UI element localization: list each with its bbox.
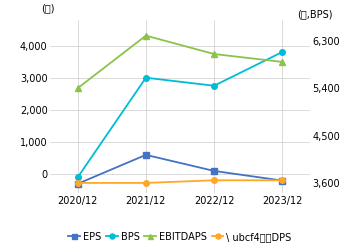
\ ubcf4통주DPS <box>212 179 216 182</box>
BPS <box>76 176 80 179</box>
BPS <box>144 76 148 79</box>
\ ubcf4통주DPS <box>76 182 80 185</box>
Line: EPS: EPS <box>75 152 285 186</box>
Y-axis label: (원,BPS): (원,BPS) <box>297 9 333 19</box>
EPS <box>76 182 80 185</box>
EBITDAPS <box>76 87 80 90</box>
BPS <box>212 84 216 87</box>
BPS <box>280 51 284 54</box>
\ ubcf4통주DPS <box>144 182 148 185</box>
EPS <box>280 179 284 182</box>
Y-axis label: (원): (원) <box>41 3 55 13</box>
Line: EBITDAPS: EBITDAPS <box>75 33 285 91</box>
Legend: EPS, BPS, EBITDAPS, \ ubcf4통주DPS: EPS, BPS, EBITDAPS, \ ubcf4통주DPS <box>64 228 296 246</box>
\ ubcf4통주DPS <box>280 179 284 182</box>
EBITDAPS <box>280 61 284 63</box>
EPS <box>212 169 216 172</box>
EBITDAPS <box>212 53 216 56</box>
Line: \ ubcf4통주DPS: \ ubcf4통주DPS <box>75 178 285 186</box>
Line: BPS: BPS <box>75 49 285 180</box>
EPS <box>144 153 148 156</box>
EBITDAPS <box>144 34 148 37</box>
